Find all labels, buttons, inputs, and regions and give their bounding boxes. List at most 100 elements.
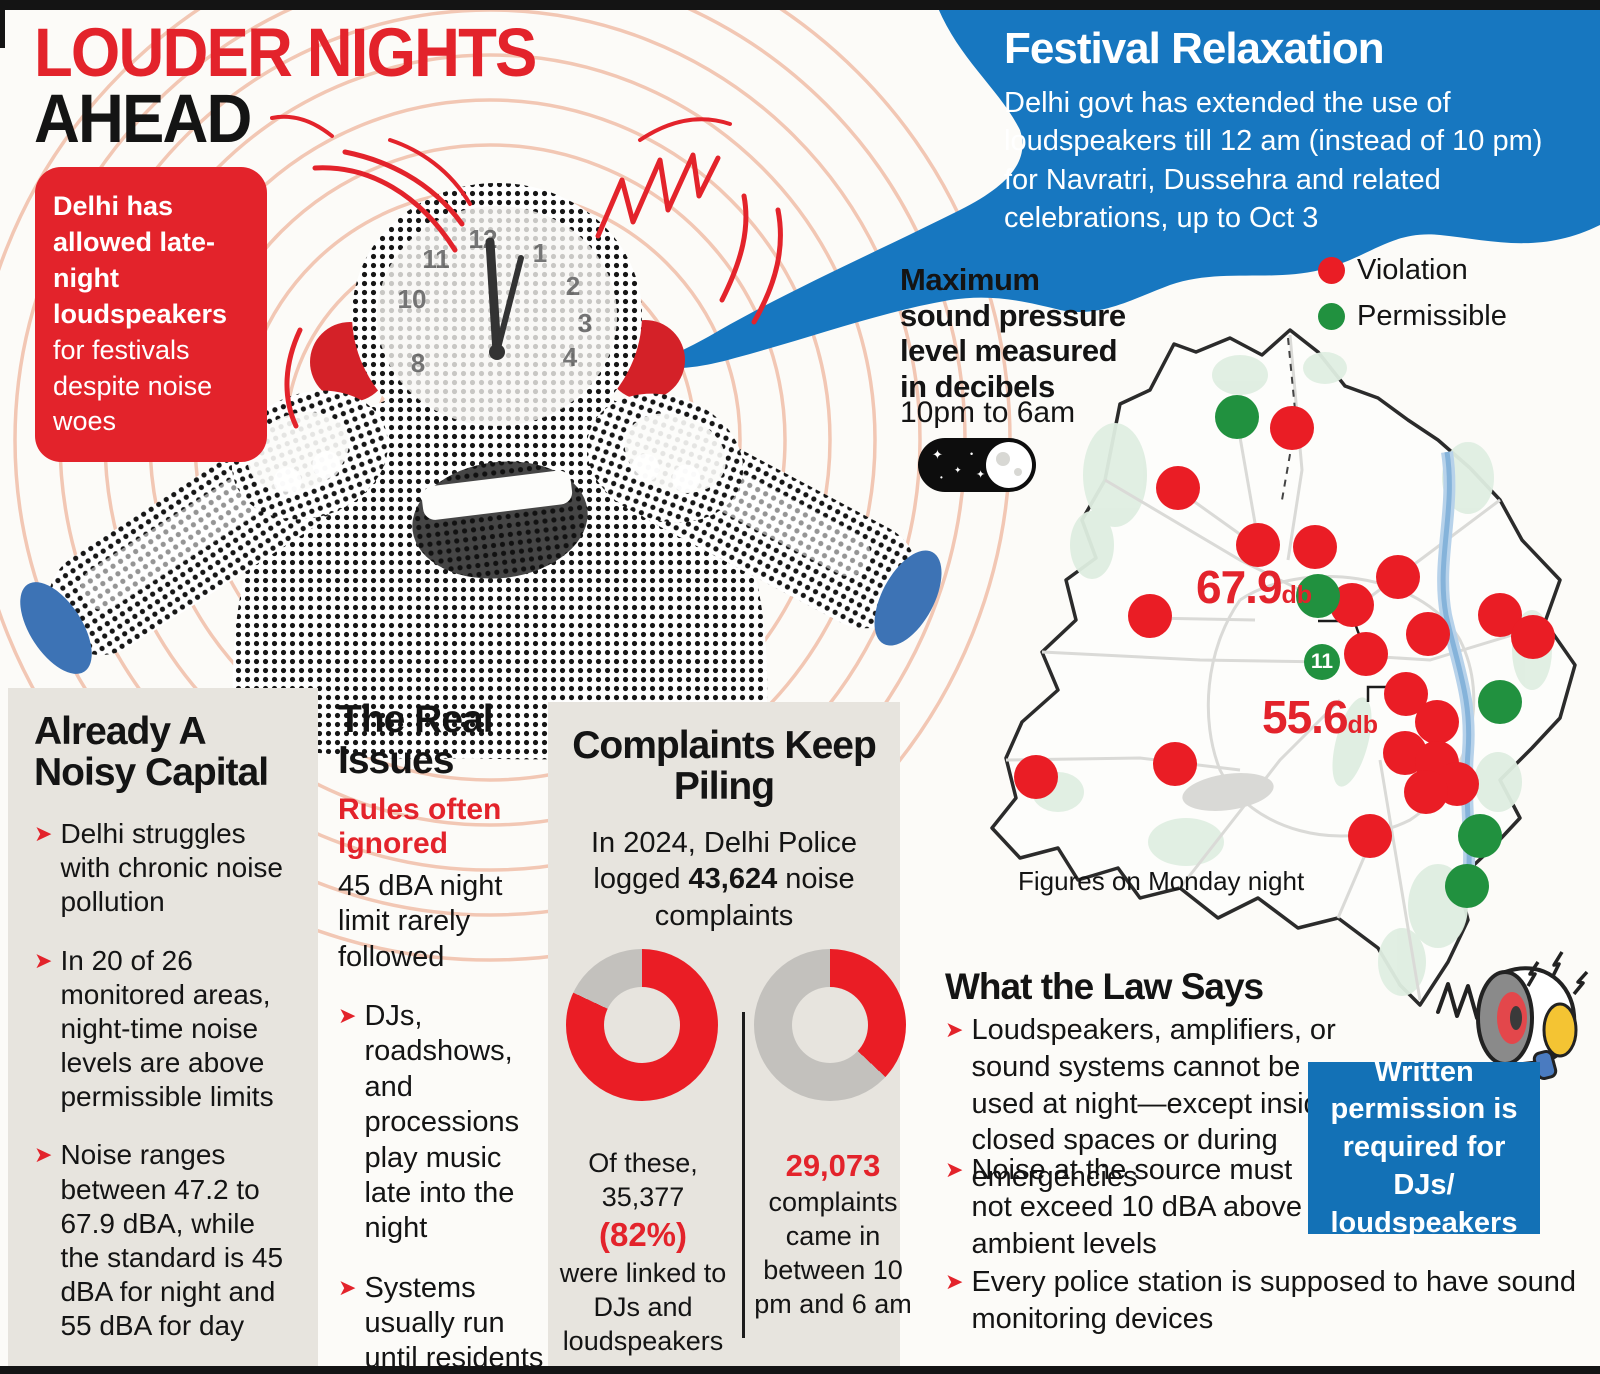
bullet-item: ➤ DJs, roadshows, and processions play m… (338, 999, 546, 1247)
svg-text:11: 11 (422, 244, 450, 274)
festival-heading: Festival Relaxation (1004, 24, 1385, 73)
festival-body: Delhi govt has extended the use of louds… (1004, 87, 1543, 234)
legend-dot-icon (1318, 303, 1345, 330)
bullet-text: DJs, roadshows, and processions play mus… (364, 1000, 520, 1245)
map-station-dot (1511, 615, 1555, 659)
donut-chart-dj-share (566, 949, 718, 1101)
bullet-item: ➤ Delhi struggles with chronic noise pol… (34, 817, 298, 919)
bullet-arrow-icon: ➤ (338, 1274, 357, 1300)
map-station-dot (1296, 574, 1340, 618)
svg-text:1: 1 (533, 238, 547, 268)
map-station-dot (1236, 523, 1280, 567)
map-station-dot (1406, 612, 1450, 656)
blue-wave-shape (655, 8, 1600, 369)
left-donut-percent: (82%) (598, 1216, 688, 1254)
map-station-dot (1153, 742, 1197, 786)
bullet-text: Noise ranges between 47.2 to 67.9 dBA, w… (60, 1139, 284, 1342)
map-station-dot (1348, 814, 1392, 858)
moon-icon (986, 442, 1032, 488)
festival-relaxation-panel: Festival Relaxation Delhi govt has exten… (1004, 24, 1579, 237)
map-station-dot (1458, 814, 1502, 858)
real-issues-subheading: Rules often ignored (338, 793, 502, 860)
svg-text:8: 8 (411, 348, 425, 378)
donut-chart-night-share (754, 949, 906, 1101)
bullet-text: Karol Bagh tops the list as the loudest … (60, 1367, 298, 1374)
complaints-divider-line (742, 1012, 745, 1338)
complaints-total: 43,624 (688, 863, 778, 896)
bullet-item: ➤ Noise ranges between 47.2 to 67.9 dBA,… (34, 1138, 298, 1343)
svg-text:2: 2 (566, 271, 580, 301)
bullet-item: ➤ Karol Bagh tops the list as the loudes… (34, 1367, 298, 1374)
intro-bold-text: Delhi has allowed late-night loudspeaker… (53, 191, 228, 329)
legend-label: Violation (1357, 254, 1468, 286)
decibel-reading: 67.9db (1196, 560, 1312, 614)
lightning-bolts-icon (1526, 951, 1589, 996)
title-line-2: AHEAD (34, 80, 252, 158)
red-scribbles-decoration (270, 114, 783, 429)
bullet-arrow-icon: ➤ (34, 1367, 52, 1374)
right-donut-number: 29,073 (785, 1148, 881, 1183)
law-bullet-item: ➤ Loudspeakers, amplifiers, or sound sys… (945, 1012, 1365, 1196)
bullet-arrow-icon: ➤ (945, 1017, 964, 1042)
map-station-dot (1404, 770, 1448, 814)
bullet-text: Delhi struggles with chronic noise pollu… (60, 818, 283, 918)
bullet-arrow-icon: ➤ (34, 821, 53, 847)
map-station-dot (1293, 525, 1337, 569)
bullet-item: ➤ In 20 of 26 monitored areas, night-tim… (34, 944, 298, 1115)
decibel-unit: db (1347, 711, 1379, 739)
sound-pressure-heading: Maximum sound pressure level measured in… (900, 262, 1126, 404)
map-station-dot (1014, 755, 1058, 799)
top-border-bar (0, 0, 1600, 10)
bullet-arrow-icon: ➤ (34, 1142, 53, 1168)
map-count-badge: 11 (1304, 644, 1340, 680)
left-donut-label: Of these, 35,377 (82%) were linked to DJ… (559, 1148, 727, 1356)
map-station-dot (1270, 406, 1314, 450)
night-mode-toggle[interactable]: ✦ ✦ • • ✦ (918, 438, 1036, 492)
real-issues-column: The Real Issues Rules often ignored 45 d… (338, 698, 546, 1374)
bullet-text: Every police station is supposed to have… (971, 1266, 1576, 1335)
legend-item: Permissible (1318, 300, 1507, 333)
intro-rest-text: for festivals despite noise woes (53, 334, 213, 437)
time-range-label: 10pm to 6am (900, 396, 1076, 429)
bullet-arrow-icon: ➤ (34, 947, 53, 973)
law-bullet-item: ➤ Noise at the source must not exceed 10… (945, 1152, 1325, 1262)
map-station-dot (1376, 555, 1420, 599)
map-station-dot (1344, 632, 1388, 676)
map-station-dot (1415, 700, 1459, 744)
legend-label: Permissible (1357, 300, 1507, 332)
corner-nub (0, 0, 5, 48)
bullet-item: ➤ Systems usually run until residents pr… (338, 1271, 546, 1374)
intro-callout-box: Delhi has allowed late-night loudspeaker… (35, 167, 267, 463)
map-station-dot (1128, 594, 1172, 638)
legend-dot-icon (1318, 257, 1345, 284)
written-permission-box: Written permission is required for DJs/ … (1308, 1056, 1540, 1239)
bullet-text: Loudspeakers, amplifiers, or sound syste… (971, 1014, 1336, 1194)
title-line-1: LOUDER NIGHTS (34, 14, 537, 91)
svg-text:10: 10 (398, 284, 427, 314)
decibel-unit: db (1281, 581, 1313, 609)
law-bullet-item: ➤ Every police station is supposed to ha… (945, 1264, 1585, 1338)
map-station-dot (1478, 680, 1522, 724)
map-footnote: Figures on Monday night (1018, 866, 1305, 896)
svg-text:4: 4 (563, 342, 578, 372)
megaphone-icon (1436, 951, 1589, 1081)
noisy-capital-bullets: ➤ Delhi struggles with chronic noise pol… (34, 817, 298, 1374)
bullet-text: Noise at the source must not exceed 10 d… (971, 1154, 1302, 1260)
decibel-value: 67.9 (1196, 561, 1283, 613)
bullet-text: Systems usually run until residents prot… (364, 1271, 544, 1374)
real-issues-heading: The Real Issues (338, 698, 494, 782)
bottom-border-bar (0, 1366, 1600, 1374)
page-title: LOUDER NIGHTS AHEAD (34, 14, 537, 158)
right-donut-label: 29,073 complaints came in between 10 pm … (748, 1146, 918, 1321)
map-station-dot (1156, 466, 1200, 510)
law-heading: What the Law Says (945, 966, 1264, 1007)
decibel-reading: 55.6db (1262, 690, 1378, 744)
noisy-capital-heading: Already A Noisy Capital (34, 710, 269, 794)
map-station-dot (1215, 395, 1259, 439)
complaints-lede: In 2024, Delhi Police logged 43,624 nois… (591, 827, 857, 932)
svg-text:3: 3 (578, 308, 592, 338)
bullet-arrow-icon: ➤ (945, 1269, 964, 1294)
complaints-heading: Complaints Keep Piling (572, 724, 877, 808)
